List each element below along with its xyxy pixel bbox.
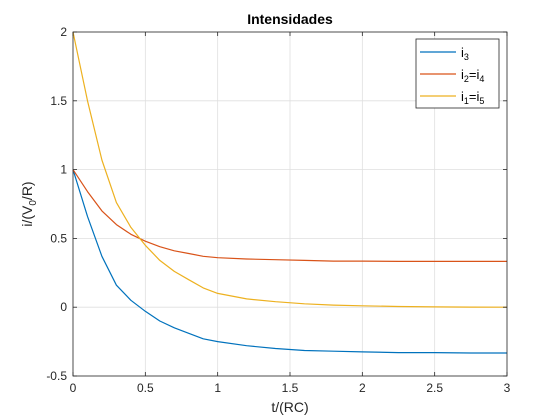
legend-i3-base: i	[461, 45, 464, 60]
legend-i1-base: i	[461, 89, 464, 104]
y-axis-label-pre: i/(V	[19, 205, 35, 227]
legend-i1-sub1: 1	[464, 96, 469, 106]
x-tick-label: 1.5	[282, 381, 299, 395]
legend-i2-sub1: 2	[464, 74, 469, 84]
series-line-i2-i4	[72, 169, 507, 262]
y-axis-label-post: /R)	[19, 181, 35, 200]
y-tick-label: 2	[60, 25, 67, 39]
y-axis-label: i/(V0/R)	[19, 181, 39, 226]
legend-i2-mid: =i	[469, 67, 480, 82]
x-tick-label: 2	[359, 381, 366, 395]
series-lines	[72, 31, 508, 354]
x-tick-label: 3	[504, 381, 511, 395]
x-tick-label: 1	[214, 381, 221, 395]
y-tick-label: 0	[60, 300, 67, 314]
y-tick-label: 0.5	[50, 231, 67, 245]
x-tick-label: 0.5	[137, 381, 154, 395]
legend-i2-sub2: 4	[479, 74, 484, 84]
legend-i1-sub2: 5	[479, 96, 484, 106]
legend-i2-base: i	[461, 67, 464, 82]
y-tick-label: -0.5	[46, 369, 67, 383]
legend: i3 i2=i4 i1=i5	[415, 38, 500, 109]
y-axis-label-sub: 0	[28, 200, 39, 206]
series-line-i3	[72, 169, 507, 354]
legend-entry-i3: i3	[461, 45, 469, 62]
legend-entry-i1-i5: i1=i5	[461, 89, 484, 106]
axis-ticks: 0 0.5 1 1.5 2 2.5 3-0.500.511.52	[46, 25, 510, 395]
legend-entry-i2-i4: i2=i4	[461, 67, 484, 84]
x-axis-label: t/(RC)	[271, 399, 308, 415]
y-tick-label: 1	[60, 163, 67, 177]
legend-i1-mid: =i	[469, 89, 480, 104]
chart-title: Intensidades	[247, 11, 333, 27]
x-axis-label-text: t/(RC)	[271, 399, 308, 415]
y-tick-label: 1.5	[50, 94, 67, 108]
x-tick-label: 2.5	[426, 381, 443, 395]
legend-i3-sub1: 3	[464, 52, 469, 62]
series-line-i1-i5	[72, 31, 508, 308]
x-tick-label: 0	[70, 381, 77, 395]
